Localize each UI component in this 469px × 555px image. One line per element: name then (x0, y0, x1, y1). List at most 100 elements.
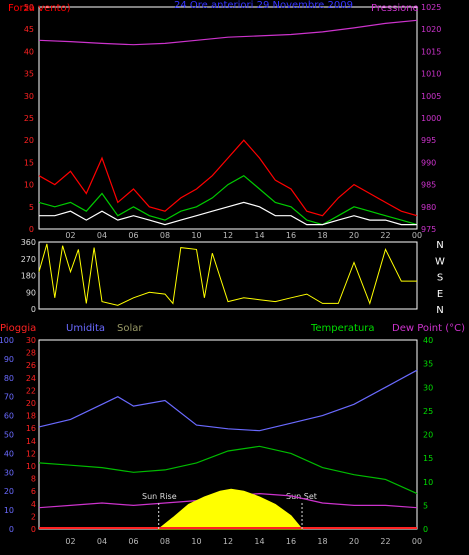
wind-tick-label: 35 (24, 70, 34, 79)
rain-tick-label: 4 (31, 500, 36, 509)
rain-tick-label: 0 (31, 525, 36, 534)
humidity-tick-label: 60 (4, 412, 14, 421)
x-tick-label: 04 (97, 231, 107, 240)
temp-tick-label: 35 (423, 360, 433, 369)
x-tick-label: 06 (128, 231, 138, 240)
x-tick-label: 18 (317, 231, 327, 240)
series-umidita (38, 369, 418, 432)
rain-tick-label: 8 (31, 475, 36, 484)
series-solar (157, 488, 304, 530)
wind-panel-frame (38, 6, 418, 230)
temp-tick-label: 25 (423, 407, 433, 416)
x-tick-label: 18 (317, 537, 327, 546)
pressure-tick-label: 980 (421, 203, 436, 212)
temp-tick-label: 20 (423, 431, 433, 440)
rain-tick-label: 22 (26, 386, 36, 395)
humidity-tick-label: 10 (4, 506, 14, 515)
pressure-tick-label: 1025 (421, 3, 441, 12)
humidity-tick-label: 70 (4, 393, 14, 402)
rain-tick-label: 18 (26, 412, 36, 421)
temperature-axis-label: Temperatura (310, 323, 375, 334)
temp-tick-label: 10 (423, 478, 433, 487)
pressure-tick-label: 995 (421, 136, 436, 145)
wind-tick-label: 45 (24, 25, 34, 34)
humidity-tick-label: 20 (4, 487, 14, 496)
x-tick-label: 20 (349, 537, 359, 546)
x-tick-label: 00 (412, 537, 422, 546)
direction-tick-label: 270 (21, 255, 36, 264)
humidity-tick-label: 30 (4, 468, 14, 477)
x-tick-label: 08 (160, 537, 170, 546)
pressure-tick-label: 985 (421, 181, 436, 190)
direction-tick-label: 0 (31, 305, 36, 314)
pressure-tick-label: 1010 (421, 70, 441, 79)
sunrise-label: Sun Rise (142, 492, 177, 501)
chart-title: 24 Ore anteriori 29 Novembre 2009 (174, 0, 353, 11)
compass-label: N (436, 305, 443, 316)
x-tick-label: 12 (223, 537, 233, 546)
humidity-tick-label: 0 (9, 525, 14, 534)
series-raffica (38, 139, 418, 217)
rain-tick-label: 10 (26, 462, 36, 471)
pressure-tick-label: 1000 (421, 114, 441, 123)
direction-panel-frame (38, 241, 418, 310)
wind-tick-label: 5 (29, 203, 34, 212)
series-direction (38, 243, 417, 306)
temp-tick-label: 5 (423, 501, 428, 510)
x-tick-label: 06 (128, 537, 138, 546)
rain-tick-label: 12 (26, 449, 36, 458)
x-tick-label: 22 (380, 537, 390, 546)
compass-label: S (437, 273, 443, 284)
direction-tick-label: 90 (26, 288, 36, 297)
x-tick-label: 12 (223, 231, 233, 240)
rain-tick-label: 26 (26, 361, 36, 370)
x-tick-label: 20 (349, 231, 359, 240)
rain-tick-label: 6 (31, 487, 36, 496)
x-tick-label: 22 (380, 231, 390, 240)
temp-tick-label: 30 (423, 383, 433, 392)
humidity-axis-label: Umidita (66, 323, 105, 334)
rain-tick-label: 14 (26, 437, 36, 446)
sunset-label: Sun Set (286, 492, 317, 501)
series-vento (39, 201, 417, 226)
pressure-tick-label: 1015 (421, 47, 441, 56)
series-pressione (38, 19, 418, 46)
x-tick-label: 02 (65, 231, 75, 240)
x-tick-label: 02 (65, 537, 75, 546)
pressure-tick-label: 1020 (421, 25, 441, 34)
temp-tick-label: 40 (423, 336, 433, 345)
pressure-axis-label: Pressione (371, 3, 419, 14)
pressure-tick-label: 1005 (421, 92, 441, 101)
x-tick-label: 16 (286, 231, 296, 240)
rain-tick-label: 24 (26, 374, 36, 383)
temp-tick-label: 15 (423, 454, 433, 463)
wind-tick-label: 25 (24, 114, 34, 123)
rain-tick-label: 28 (26, 349, 36, 358)
pressure-tick-label: 975 (421, 225, 436, 234)
x-tick-label: 16 (286, 537, 296, 546)
wind-tick-label: 0 (29, 225, 34, 234)
x-tick-label: 10 (191, 231, 201, 240)
compass-label: W (435, 256, 445, 267)
wind-tick-label: 10 (24, 181, 34, 190)
dewpoint-axis-label: Dew Point (°C) (392, 323, 465, 334)
series-media (38, 174, 418, 226)
humidity-tick-label: 100 (0, 336, 14, 345)
x-tick-label: 04 (97, 537, 107, 546)
wind-axis-label: Forza vento) (8, 3, 71, 14)
temp-tick-label: 0 (423, 525, 428, 534)
humidity-tick-label: 90 (4, 355, 14, 364)
wind-tick-label: 20 (24, 136, 34, 145)
wind-tick-label: 15 (24, 158, 34, 167)
compass-label: E (437, 289, 443, 300)
rain-tick-label: 30 (26, 336, 36, 345)
rain-tick-label: 16 (26, 424, 36, 433)
x-tick-label: 14 (254, 537, 264, 546)
rain-tick-label: 20 (26, 399, 36, 408)
rain-tick-label: 2 (31, 512, 36, 521)
rain-axis-label: Pioggia (0, 323, 36, 334)
wind-tick-label: 50 (24, 3, 34, 12)
wind-tick-label: 30 (24, 92, 34, 101)
series-temperatura (38, 445, 418, 495)
pressure-tick-label: 990 (421, 158, 436, 167)
